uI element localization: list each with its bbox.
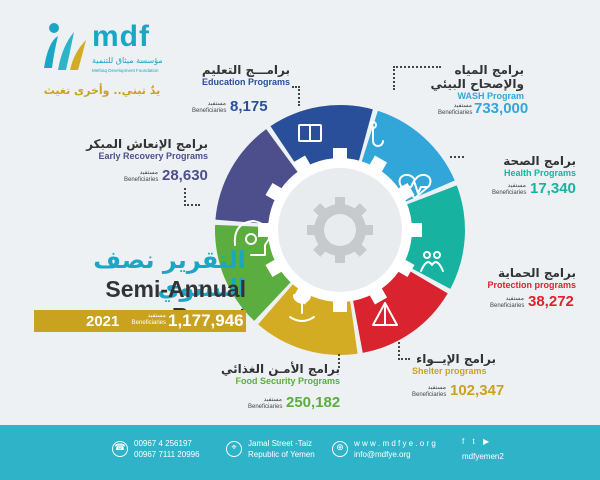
program-wash: برامج المياه والإصحاح البيئي WASH Progra…	[392, 63, 524, 101]
location-pin-icon: ⌖	[226, 441, 242, 457]
program-title-ar: برامج الأمـن الغذائي	[221, 362, 340, 376]
connector-line	[184, 188, 186, 206]
program-title-ar: برامج المياه	[454, 63, 525, 77]
logo-subtitle-en: Methaq Development Foundation	[92, 68, 159, 73]
beneficiaries-label: مستفيد Beneficiaries	[490, 296, 525, 309]
program-title-en: Early Recovery Programs	[98, 151, 208, 161]
heart-pulse-icon	[398, 173, 432, 199]
program-health: برامج الصحة Health Programs	[460, 154, 576, 178]
wheel-segment-protection	[352, 265, 448, 353]
connector-line	[298, 86, 300, 106]
address: Jamal Street -Taiz Republic of Yemen	[248, 438, 315, 460]
program-title-ar: برامج الحماية	[498, 266, 576, 280]
plant-hand-icon	[289, 294, 315, 322]
program-food-security: برامج الأمـن الغذائي Food Security Progr…	[196, 362, 340, 386]
program-value: 17,340	[530, 180, 576, 197]
phone-2: 00967 7111 20996	[134, 450, 200, 460]
beneficiaries-label: مستفيد Beneficiaries	[192, 101, 227, 114]
beneficiaries-label: مستفيد Beneficiaries	[492, 183, 527, 196]
total-banner: 2021 مستفيد Beneficiaries 1,177,946	[34, 310, 246, 332]
logo-mark-icon	[44, 23, 86, 70]
phone-icon: ☎	[112, 441, 128, 457]
program-title-en: Health Programs	[503, 168, 576, 178]
program-education: برامـــج التعليم Education Programs	[170, 63, 290, 87]
report-title-ar: التقرير نصف السنوي	[93, 246, 246, 302]
program-wheel	[215, 105, 465, 355]
wheel-segment-wash	[361, 110, 455, 203]
book-icon	[298, 124, 322, 142]
footer: ☎ 00967 4 256197 00967 7111 20996 ⌖ Jama…	[0, 425, 600, 480]
logo-text: mdf	[92, 20, 150, 53]
tent-icon	[372, 302, 398, 326]
twitter-icon[interactable]: t	[472, 437, 475, 446]
social-handle: mdfyemen2	[462, 452, 504, 461]
program-value: 38,272	[528, 293, 574, 310]
program-value: 28,630	[162, 167, 208, 184]
address-line-2: Republic of Yemen	[248, 450, 315, 460]
beneficiaries-label: مستفيد Beneficiaries	[248, 397, 283, 410]
beneficiaries-label: مستفيد Beneficiaries	[438, 103, 473, 116]
family-protection-icon	[420, 251, 444, 272]
logo-subtitle-ar: مؤسسة ميثاق للتنمية	[92, 56, 163, 65]
logo: mdf مؤسسة ميثاق للتنمية Methaq Developme…	[40, 18, 180, 78]
connector-line	[292, 86, 300, 88]
program-title-ar: برامج الإنعاش المبكر	[86, 137, 208, 151]
program-protection: برامج الحماية Protection programs	[460, 266, 576, 290]
report-year: 2021	[86, 313, 120, 330]
head-idea-icon	[233, 220, 270, 256]
globe-icon: ⊕	[332, 441, 348, 457]
slogan: يدٌ تبني.. وأخرى تغيث	[43, 84, 161, 97]
connector-line	[450, 156, 464, 158]
wheel-segment-early	[215, 129, 299, 225]
program-title-en: Protection programs	[487, 280, 576, 290]
connector-line	[338, 354, 340, 368]
address-line-1: Jamal Street -Taiz	[248, 439, 313, 448]
program-value: 8,175	[230, 98, 268, 115]
facebook-icon[interactable]: f	[462, 437, 465, 446]
beneficiaries-label: مستفيد Beneficiaries	[412, 385, 447, 398]
program-value: 102,347	[450, 382, 505, 399]
gear-icon	[258, 148, 422, 312]
water-tap-icon	[369, 121, 384, 147]
program-title-en: Food Security Programs	[235, 376, 340, 386]
connector-line	[393, 66, 441, 68]
wheel-segment-food	[215, 224, 292, 321]
youtube-icon[interactable]: ▶	[482, 437, 490, 446]
program-title-en: WASH Program	[457, 91, 524, 101]
program-early-recovery: برامج الإنعاش المبكر Early Recovery Prog…	[74, 137, 208, 161]
program-value: 250,182	[286, 394, 341, 411]
connector-line	[398, 358, 410, 360]
social-icons: f t ▶	[462, 437, 489, 446]
website-link[interactable]: w w w . m d f y e . o r g	[354, 439, 436, 448]
program-title-en: Education Programs	[201, 77, 290, 87]
beneficiaries-label: مستفيد Beneficiaries	[124, 170, 159, 183]
wheel-segment-health	[401, 185, 465, 289]
connector-line	[184, 204, 200, 206]
connector-line	[398, 342, 400, 360]
total-beneficiaries-label: مستفيد Beneficiaries	[131, 313, 166, 326]
total-beneficiaries-value: 1,177,946	[168, 311, 244, 330]
program-title-ar: برامج الصحة	[503, 154, 576, 168]
program-title-en: Shelter programs	[412, 366, 487, 376]
web-contacts: w w w . m d f y e . o r g info@mdfye.org	[354, 438, 436, 460]
phone-numbers: 00967 4 256197 00967 7111 20996	[134, 438, 200, 460]
phone-1: 00967 4 256197	[134, 439, 192, 448]
program-shelter: برامج الإيــواء Shelter programs	[412, 352, 528, 376]
program-title-ar: برامج الإيــواء	[416, 352, 496, 366]
program-value: 733,000	[474, 100, 529, 117]
email-link[interactable]: info@mdfye.org	[354, 450, 411, 460]
program-title-ar-2: والإصحاح البيئي	[430, 77, 524, 91]
program-title-ar: برامـــج التعليم	[201, 63, 290, 77]
connector-line	[393, 66, 395, 90]
